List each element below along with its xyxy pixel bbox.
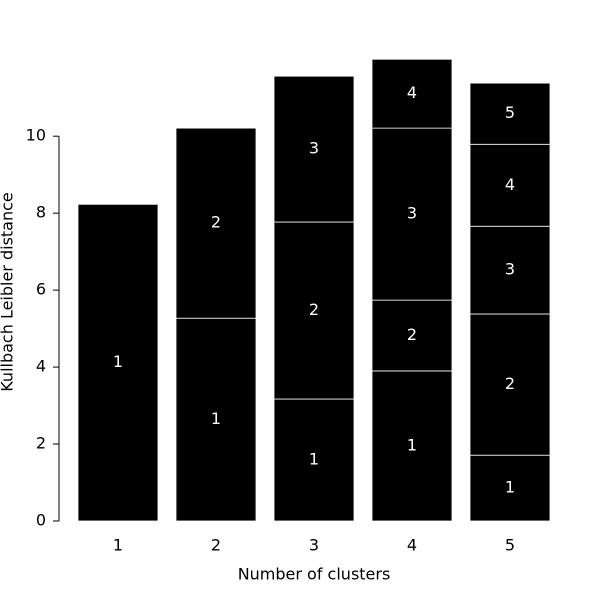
bar-segment: [469, 313, 551, 456]
segment-label: 5: [505, 103, 515, 122]
segment-label: 3: [505, 260, 515, 279]
segment-label: 1: [211, 409, 221, 428]
segment-label: 4: [505, 175, 515, 194]
x-tick-label: 5: [505, 536, 515, 555]
segment-label: 2: [309, 300, 319, 319]
bar-segment: [469, 454, 551, 522]
segment-label: 1: [309, 450, 319, 469]
segment-label: 4: [407, 83, 417, 102]
x-tick-label: 2: [211, 536, 221, 555]
y-tick-label: 6: [36, 280, 46, 299]
segment-label: 2: [211, 213, 221, 232]
segment-label: 1: [407, 435, 417, 454]
x-axis-label: Number of clusters: [238, 565, 391, 584]
bar-segment: [273, 221, 355, 400]
y-tick-label: 8: [36, 203, 46, 222]
bar-segment: [371, 299, 453, 372]
bar-segment: [371, 370, 453, 522]
segment-label: 1: [113, 352, 123, 371]
bar-segment: [175, 317, 257, 522]
segment-label: 2: [505, 374, 515, 393]
x-tick-label: 4: [407, 536, 417, 555]
segment-label: 2: [407, 325, 417, 344]
y-tick-label: 2: [36, 434, 46, 453]
y-tick-label: 0: [36, 511, 46, 530]
bar-segment: [273, 398, 355, 522]
bar-segment: [469, 143, 551, 227]
y-tick-label: 4: [36, 357, 46, 376]
bar-segment: [469, 225, 551, 315]
bar-segment: [371, 127, 453, 301]
bar-segment: [175, 127, 257, 319]
bar-segment: [371, 58, 453, 129]
bar-segment: [469, 82, 551, 145]
y-axis-label: Kullbach Leibler distance: [0, 192, 17, 392]
segment-label: 3: [407, 204, 417, 223]
x-tick-label: 1: [113, 536, 123, 555]
y-tick-label: 10: [26, 126, 46, 145]
segment-label: 3: [309, 139, 319, 158]
bar-segment: [77, 203, 159, 522]
bar-segment: [273, 75, 355, 223]
segment-label: 1: [505, 478, 515, 497]
x-tick-label: 3: [309, 536, 319, 555]
